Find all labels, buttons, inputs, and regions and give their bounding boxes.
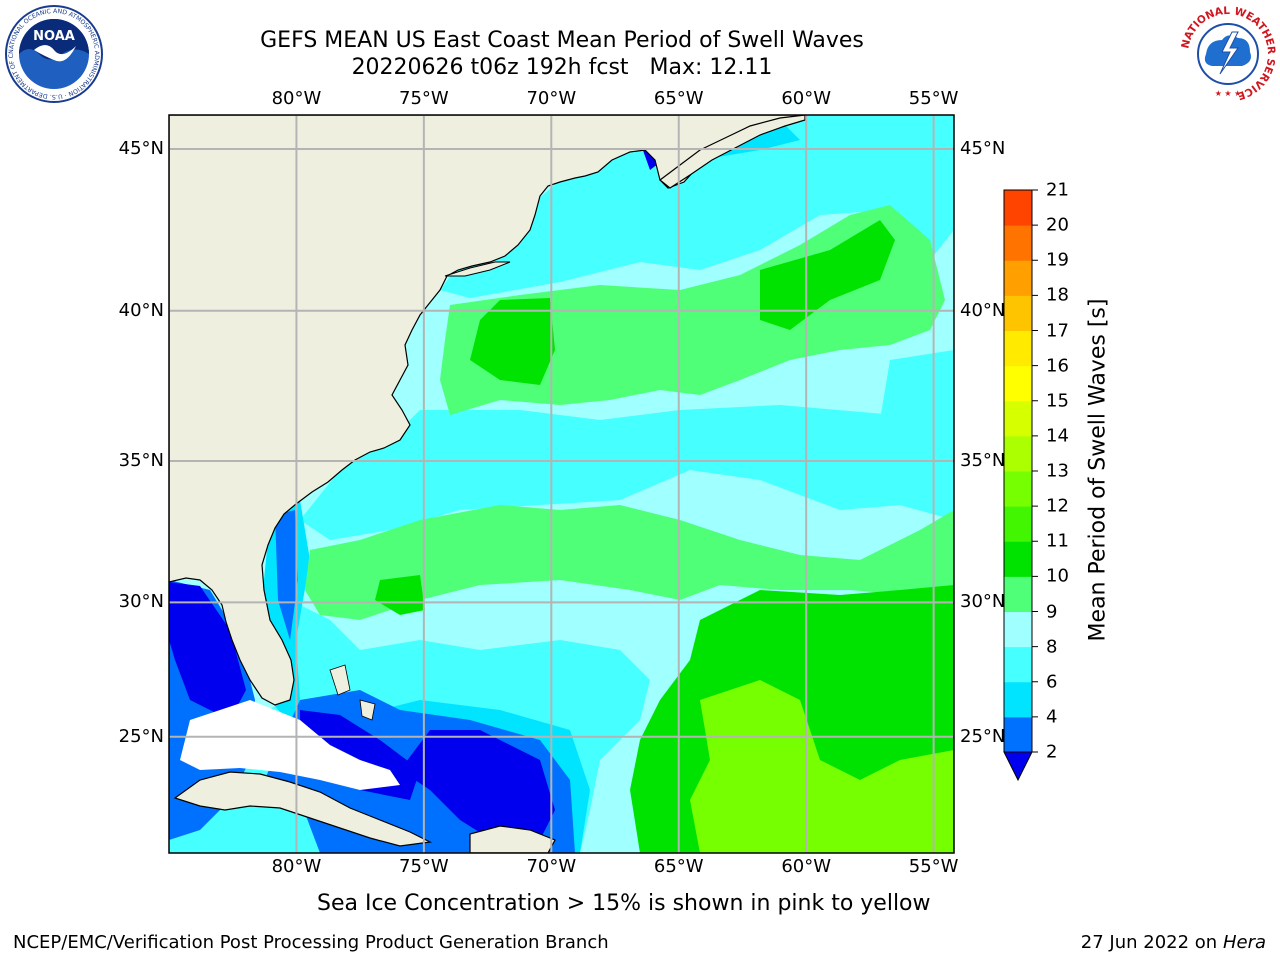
colorbar-tick-label: 6 bbox=[1046, 671, 1058, 693]
noaa-logo-text: NOAA bbox=[33, 29, 75, 44]
lon-tick-bottom: 80°W bbox=[271, 856, 322, 877]
colorbar-tick-label: 4 bbox=[1046, 706, 1058, 728]
light-cyan-mid bbox=[300, 405, 954, 540]
footer-host: Hera bbox=[1222, 932, 1266, 953]
colorbar-tick-label: 17 bbox=[1046, 320, 1069, 341]
footer-date: 27 Jun 2022 on Hera bbox=[1081, 932, 1266, 954]
colorbar-segment bbox=[1004, 681, 1032, 718]
footer-date-text: 27 Jun 2022 on bbox=[1080, 932, 1218, 953]
lat-tick-left: 25°N bbox=[118, 725, 164, 747]
light-cyan-north bbox=[440, 115, 954, 298]
colorbar-segment bbox=[1004, 260, 1032, 296]
colorbar-tick-label: 12 bbox=[1046, 495, 1069, 517]
lat-tick-right: 30°N bbox=[960, 591, 1006, 613]
colorbar bbox=[1003, 189, 1038, 782]
lon-tick-top: 60°W bbox=[781, 88, 832, 109]
colorbar-under-arrow bbox=[1003, 751, 1033, 782]
lon-tick-top: 70°W bbox=[526, 88, 577, 109]
colorbar-segment bbox=[1004, 190, 1032, 226]
colorbar-segment bbox=[1004, 506, 1032, 542]
deep-blue-gulf bbox=[169, 582, 246, 720]
colorbar-segment bbox=[1004, 646, 1032, 683]
white-banks bbox=[180, 700, 400, 790]
chart-subtitle: 20220626 t06z 192h fcst Max: 12.11 bbox=[0, 55, 1124, 81]
lon-tick-bottom: 75°W bbox=[399, 856, 449, 877]
footer-credit: NCEP/EMC/Verification Post Processing Pr… bbox=[13, 932, 609, 953]
lat-tick-left: 40°N bbox=[118, 299, 164, 321]
colorbar-tick-label: 2 bbox=[1046, 741, 1058, 763]
lon-tick-top: 80°W bbox=[271, 88, 322, 109]
noaa-logo: NATIONAL OCEANIC AND ATMOSPHERIC ADMINIS… bbox=[4, 4, 103, 103]
land-hispaniola bbox=[469, 825, 556, 853]
lon-tick-top: 75°W bbox=[399, 88, 449, 109]
lat-tick-left: 30°N bbox=[118, 591, 164, 613]
colorbar-tick-label: 20 bbox=[1046, 214, 1069, 236]
land-nova-scotia bbox=[659, 115, 806, 189]
green-mid-west bbox=[375, 575, 425, 615]
svg-text:★ ★ ★: ★ ★ ★ bbox=[1215, 89, 1242, 98]
land-bahamas bbox=[329, 664, 376, 721]
map-area bbox=[169, 115, 954, 853]
colorbar-tick-label: 8 bbox=[1046, 636, 1058, 658]
colorbar-label: Mean Period of Swell Waves [s] bbox=[1085, 298, 1111, 642]
colorbar-segment bbox=[1004, 611, 1032, 648]
colorbar-segment bbox=[1004, 225, 1032, 261]
colorbar-tick-label: 18 bbox=[1046, 284, 1069, 306]
colorbar-tick-label: 11 bbox=[1046, 530, 1069, 552]
colorbar-segment bbox=[1004, 400, 1032, 437]
land-cuba bbox=[173, 771, 433, 847]
deep-blue-caribbean bbox=[400, 730, 555, 845]
lat-tick-left: 45°N bbox=[118, 137, 164, 159]
lon-tick-bottom: 65°W bbox=[653, 856, 704, 877]
colorbar-segment bbox=[1004, 435, 1032, 472]
nws-logo: NATIONAL WEATHER SERVICE ★ ★ ★ bbox=[1178, 4, 1278, 104]
colorbar-segment bbox=[1004, 716, 1032, 753]
colorbar-tick-label: 15 bbox=[1046, 390, 1069, 412]
colorbar-tick-label: 19 bbox=[1046, 249, 1069, 271]
map-frame bbox=[168, 114, 955, 854]
colorbar-segment bbox=[1004, 576, 1032, 612]
colorbar-segment bbox=[1004, 295, 1032, 331]
lat-tick-left: 35°N bbox=[118, 449, 164, 471]
colorbar-segment bbox=[1004, 330, 1032, 367]
light-green-mid bbox=[305, 505, 954, 620]
light-cyan-east bbox=[880, 350, 954, 450]
colorbar-segment bbox=[1004, 471, 1032, 507]
chart-title: GEFS MEAN US East Coast Mean Period of S… bbox=[260, 28, 864, 53]
sea-ice-note: Sea Ice Concentration > 15% is shown in … bbox=[317, 891, 931, 916]
colorbar-tick-label: 9 bbox=[1046, 601, 1058, 622]
max-value: Max: 12.11 bbox=[649, 55, 773, 80]
colorbar-tick-label: 16 bbox=[1046, 355, 1069, 377]
colorbar-tick-label: 13 bbox=[1046, 460, 1069, 482]
lon-tick-top: 65°W bbox=[653, 88, 704, 109]
colorbar-tick-label: 14 bbox=[1046, 425, 1069, 447]
lon-tick-bottom: 55°W bbox=[908, 856, 959, 877]
forecast-run: 20220626 t06z 192h fcst bbox=[351, 55, 629, 80]
grid-lines bbox=[169, 115, 954, 853]
lat-tick-right: 45°N bbox=[960, 137, 1006, 159]
yellow-green-southeast bbox=[690, 680, 954, 853]
colorbar-segment bbox=[1004, 365, 1032, 402]
colorbar-tick-label: 21 bbox=[1046, 179, 1069, 201]
lat-tick-right: 40°N bbox=[960, 299, 1006, 321]
colorbar-tick-label: 10 bbox=[1046, 565, 1069, 587]
colorbar-segment bbox=[1004, 541, 1032, 577]
lat-tick-right: 35°N bbox=[960, 449, 1006, 471]
land-north-america bbox=[169, 115, 806, 706]
green-north-west bbox=[470, 298, 555, 385]
blue-florida-east bbox=[275, 510, 298, 640]
lon-tick-bottom: 70°W bbox=[526, 856, 577, 877]
lat-tick-right: 25°N bbox=[960, 725, 1006, 747]
green-north-east bbox=[760, 220, 895, 330]
lon-tick-bottom: 60°W bbox=[781, 856, 832, 877]
lon-tick-top: 55°W bbox=[908, 88, 959, 109]
land-long-island bbox=[444, 261, 511, 277]
